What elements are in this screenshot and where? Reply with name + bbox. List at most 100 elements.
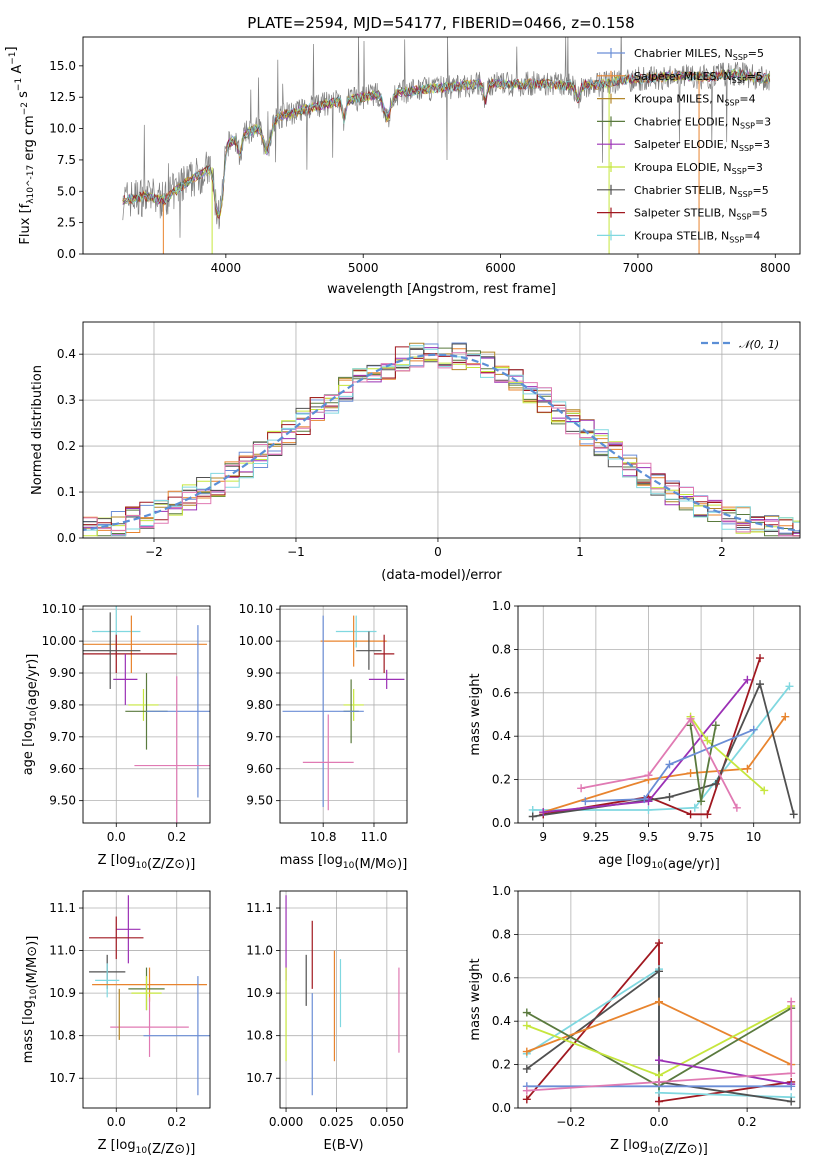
x-axis-label: Z [log10(Z/Z⊙)] [98,1138,196,1157]
weight-marker [686,810,695,819]
x-tick-label: −2 [145,545,163,559]
y-tick-label: 10.7 [246,1071,273,1085]
weight-marker [787,997,796,1006]
model-spectrum-line [122,69,770,216]
weight-marker [781,712,790,721]
y-tick-label: 0.8 [492,927,511,941]
weight-marker [528,812,537,821]
axes-frame [279,890,408,1109]
residuals-panel: −2 −1 0 1 2 0.0 0.1 0.2 0.3 0.4 𝒩(0, 1) (data-model… [30,321,801,583]
weight-marker [655,1097,663,1106]
spectrum-legend: Chabrier MILES, NSSP=5 Salpeter MILES, NS… [597,47,771,244]
y-tick-label: 1.0 [492,884,511,898]
age-vs-Z-panel: 0.0 0.2 9.50 9.60 9.70 9.80 9.90 10.00 10.10 Z [l… [21,602,211,872]
y-tick-label: 7.5 [57,153,76,167]
y-tick-label: 0.3 [57,393,76,407]
x-axis-label: mass [log10(M/M⊙)] [280,853,408,872]
weight-marker [756,654,765,663]
weight-marker [789,810,798,819]
x-axis-label: wavelength [Angstrom, rest frame] [327,282,556,297]
axes-frame [82,890,211,1109]
weight-marker [522,1008,531,1017]
axes-frame [279,605,408,824]
y-tick-label: 0.0 [492,816,511,830]
legend-entry: Chabrier MILES, NSSP=5 [634,47,764,62]
y-axis-label: mass [log10(M/M⊙)] [21,936,40,1064]
weight-marker [644,771,653,780]
weight-marker [577,784,586,793]
x-tick-label: 0.2 [738,1115,757,1129]
y-tick-label: 15.0 [49,59,76,73]
y-tick-label: 10.00 [239,634,273,648]
mass-vs-EBV-panel: 0.000 0.025 0.050 10.7 10.8 10.9 11.0 11.1 E(B-V… [246,890,408,1153]
weight-marker [686,714,695,723]
weight-marker [711,721,720,730]
y-tick-label: 9.90 [246,666,273,680]
legend-entry: Kroupa MILES, NSSP=4 [634,93,756,108]
axes-frame [82,36,801,255]
weight-marker [697,797,706,806]
x-tick-label: 0.0 [107,830,126,844]
weight-marker [581,797,590,806]
x-tick-label: 6000 [485,261,516,275]
y-tick-label: 2.5 [57,216,76,230]
axes-frame [82,321,801,539]
axes-frame [517,890,801,1109]
legend-entry: Salpeter STELIB, NSSP=5 [634,207,768,222]
weight-marker [743,675,752,684]
x-tick-label: 0.0 [649,1115,668,1129]
mass-vs-Z-panel: 0.0 0.2 10.7 10.8 10.9 11.0 11.1 Z [log10(Z/Z⊙)… [21,890,211,1157]
y-tick-label: 11.1 [246,901,273,915]
y-tick-label: 0.0 [57,247,76,261]
weight-marker [749,725,758,734]
weight-marker [760,786,769,795]
y-tick-label: 10.9 [246,986,273,1000]
weight-marker [522,1021,531,1030]
legend-entry: Chabrier STELIB, NSSP=5 [634,184,769,199]
y-tick-label: 9.50 [49,794,76,808]
legend-entry: 𝒩(0, 1) [739,338,779,351]
y-axis-label: Flux [fλ10^-17 erg cm−2 s−1 A−1] [4,46,37,244]
y-tick-label: 10.10 [239,602,273,616]
x-tick-label: 7000 [623,261,654,275]
axes-frame [82,605,211,824]
y-tick-label: 5.0 [57,184,76,198]
y-tick-label: 0.2 [492,773,511,787]
x-tick-label: 0.000 [269,1115,303,1129]
x-axis-label: Z [log10(Z/Z⊙)] [98,853,196,872]
y-tick-label: 11.0 [246,944,273,958]
weight-marker [665,760,674,769]
x-tick-label: 0.2 [167,1115,186,1129]
y-tick-label: 9.70 [246,730,273,744]
weight-line [543,679,749,813]
weight-marker [655,967,663,976]
weight-marker [686,769,695,778]
y-tick-label: 12.5 [49,90,76,104]
x-axis-label: Z [log10(Z/Z⊙)] [610,1138,708,1157]
model-spectrum-line [122,69,771,220]
weight-marker [665,792,674,801]
weight-line [532,685,791,811]
x-tick-label: 10 [746,830,761,844]
weight-marker [655,1077,663,1086]
weight-line [585,728,755,803]
y-tick-label: 0.1 [57,485,76,499]
x-axis-label: age [log10(age/yr)] [598,853,720,872]
weight-marker [703,810,712,819]
y-tick-label: 9.90 [49,666,76,680]
weight-line [526,969,792,1103]
axes-frame [517,605,801,824]
x-axis-label: E(B-V) [323,1138,363,1153]
weight-marker [522,1086,531,1095]
weight-marker [732,803,741,812]
legend-entry: Kroupa STELIB, NSSP=4 [634,229,760,244]
y-tick-label: 0.0 [492,1101,511,1115]
x-tick-label: 0.050 [370,1115,404,1129]
weight-line [580,717,738,809]
y-tick-label: 0.4 [492,729,511,743]
weight-marker [522,1095,531,1104]
legend-entry: Salpeter MILES, NSSP=5 [634,70,763,85]
weight-vs-age-panel: 9 9.25 9.5 9.75 10 0.0 0.2 0.4 0.6 0.8 1.0 age [log… [468,599,801,872]
model-spectrum-line [122,69,771,214]
